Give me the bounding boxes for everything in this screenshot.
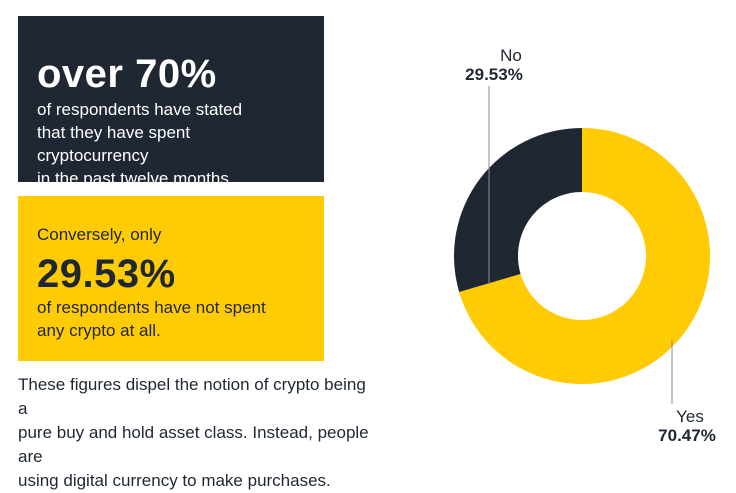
slice-label-yes: Yes	[676, 407, 704, 426]
not-spent-description-line: of respondents have not spent	[37, 298, 266, 317]
headline-over-70: over 70%	[37, 52, 217, 96]
not-spent-description-line: any crypto at all.	[37, 321, 161, 340]
footnote-line: These figures dispel the notion of crypt…	[18, 375, 366, 418]
donut-slice-yes	[459, 128, 710, 384]
spent-description-line: that they have spent cryptocurrency	[37, 123, 191, 165]
spent-description-line: in the past twelve months.	[37, 169, 234, 188]
headline-29-percent: 29.53%	[37, 252, 176, 296]
slice-label-no: No	[500, 46, 522, 65]
spent-description-line: of respondents have stated	[37, 100, 243, 119]
stat-card-not-spent: Conversely, only 29.53% of respondents h…	[18, 196, 324, 361]
donut-chart: No 29.53% Yes 70.47%	[454, 46, 716, 445]
slice-value-yes: 70.47%	[658, 426, 716, 445]
stat-card-spent: over 70% of respondents have stated that…	[18, 16, 324, 188]
slice-value-no: 29.53%	[465, 65, 523, 84]
footnote-line: using digital currency to make purchases…	[18, 471, 331, 490]
conversely-lead: Conversely, only	[37, 225, 162, 244]
donut-slice-no	[454, 128, 582, 292]
